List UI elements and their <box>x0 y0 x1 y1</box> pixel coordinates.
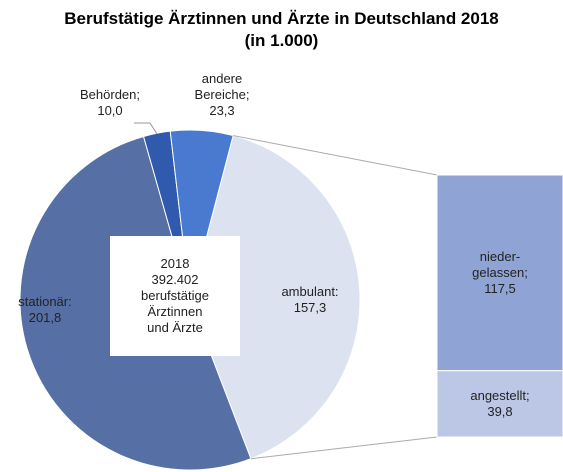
connector <box>250 436 438 460</box>
category-label: ambulant: <box>281 284 339 299</box>
chart-title: Berufstätige Ärztinnen und Ärzte in Deut… <box>64 9 499 50</box>
value-label: 39,8 <box>487 403 513 419</box>
category-label: angestellt; <box>470 387 530 403</box>
leader-line <box>134 122 158 135</box>
value-label: 10,0 <box>97 103 123 118</box>
data-label: ambulant: 157,3 <box>265 284 355 316</box>
category-label: nieder-gelassen; <box>472 248 528 280</box>
value-label: 117,5 <box>484 280 516 296</box>
category-label: stationär: <box>18 294 72 309</box>
category-label: Behörden; <box>80 87 140 102</box>
connector <box>233 135 438 176</box>
data-label: Behörden; 10,0 <box>75 87 145 119</box>
value-label: 23,3 <box>209 103 235 118</box>
center-label: 2018 392.402 berufstätige Ärztinnen und … <box>110 236 240 356</box>
bar-segment <box>436 370 563 438</box>
bar-segment <box>436 174 563 372</box>
category-label: andere Bereiche; <box>194 71 250 102</box>
data-label: andere Bereiche; 23,3 <box>182 71 262 119</box>
value-label: 201,8 <box>28 310 62 325</box>
data-label: stationär: 201,8 <box>5 294 85 326</box>
pie-slice <box>189 134 361 460</box>
data-label: angestellt; 39,8 <box>465 388 535 420</box>
data-label: nieder-gelassen; 117,5 <box>465 249 535 297</box>
value-label: 157,3 <box>293 300 327 315</box>
